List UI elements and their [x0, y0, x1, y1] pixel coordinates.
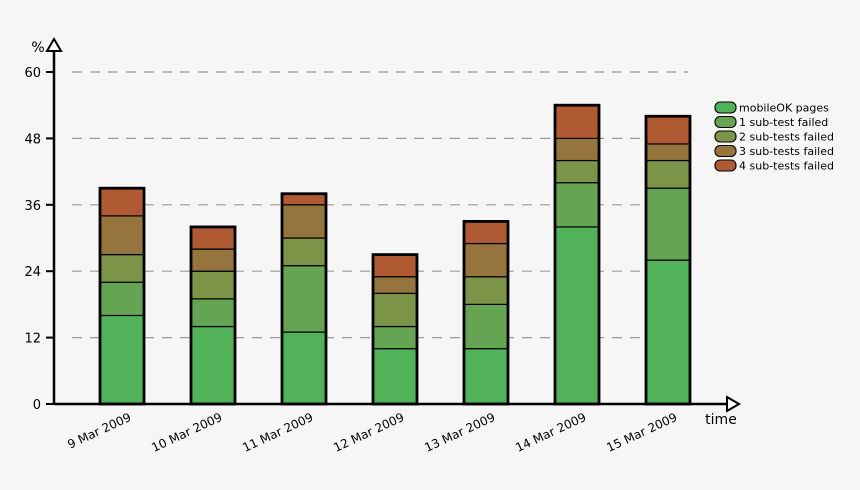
y-tick-label: 12 [24, 332, 41, 347]
bar-segment [372, 348, 418, 405]
bar-segment [190, 298, 236, 328]
bar-segment [554, 226, 600, 405]
y-tick-label: 60 [24, 66, 41, 81]
bar-segment [99, 281, 145, 317]
y-tick-label: 0 [33, 398, 41, 413]
y-tick-label: 24 [24, 265, 41, 280]
bar-segment [463, 348, 509, 405]
bar-segment [645, 187, 691, 261]
bar-segment [372, 325, 418, 350]
bar-segment [645, 259, 691, 405]
legend-label: 3 sub-tests failed [739, 145, 834, 158]
legend-swatch [714, 130, 737, 143]
bar-segment [554, 182, 600, 228]
axes: % time [31, 37, 741, 428]
legend-label: 4 sub-tests failed [739, 160, 834, 173]
bar-segment [281, 331, 327, 405]
bar-segment [645, 143, 691, 162]
bar-segment [281, 237, 327, 267]
bar-segment [99, 314, 145, 405]
y-tick-label: 48 [24, 132, 41, 147]
bar-segment [281, 265, 327, 333]
legend-swatch [714, 115, 737, 129]
x-axis-label: time [705, 412, 737, 428]
legend-label: mobileOK pages [739, 102, 829, 115]
bar-segment [281, 204, 327, 239]
bar-segment [190, 226, 236, 250]
y-axis-arrow-icon [45, 37, 63, 52]
legend-label: 1 sub-test failed [739, 116, 828, 129]
bar-segment [463, 303, 509, 350]
legend-swatch [714, 159, 737, 172]
bar-segment [463, 242, 509, 278]
bar-segment [190, 248, 236, 272]
bar-segment [190, 325, 236, 405]
bar-segment [554, 159, 600, 184]
legend-swatch [714, 101, 737, 114]
bar-segment [554, 137, 600, 162]
bar-segment [99, 215, 145, 256]
bar-segment [463, 220, 509, 245]
x-axis-arrow-icon [726, 395, 741, 413]
bar-segment [463, 276, 509, 306]
bar-segment [99, 254, 145, 283]
bar-segment [645, 115, 691, 145]
bar-segment [372, 276, 418, 294]
y-tick-label: 36 [24, 199, 41, 214]
bar-segment [372, 292, 418, 328]
bar-segment [281, 193, 327, 206]
bar-segment [554, 104, 600, 139]
bar-segment [190, 270, 236, 300]
bar-segment [645, 159, 691, 189]
legend-swatch [714, 144, 737, 158]
bar-segment [99, 187, 145, 217]
legend-label: 2 sub-tests failed [739, 131, 834, 144]
y-ticks: 0 12 24 36 48 60 [24, 66, 54, 413]
bar-segment [372, 254, 418, 278]
y-axis-label: % [31, 40, 44, 56]
bars [98, 103, 692, 406]
